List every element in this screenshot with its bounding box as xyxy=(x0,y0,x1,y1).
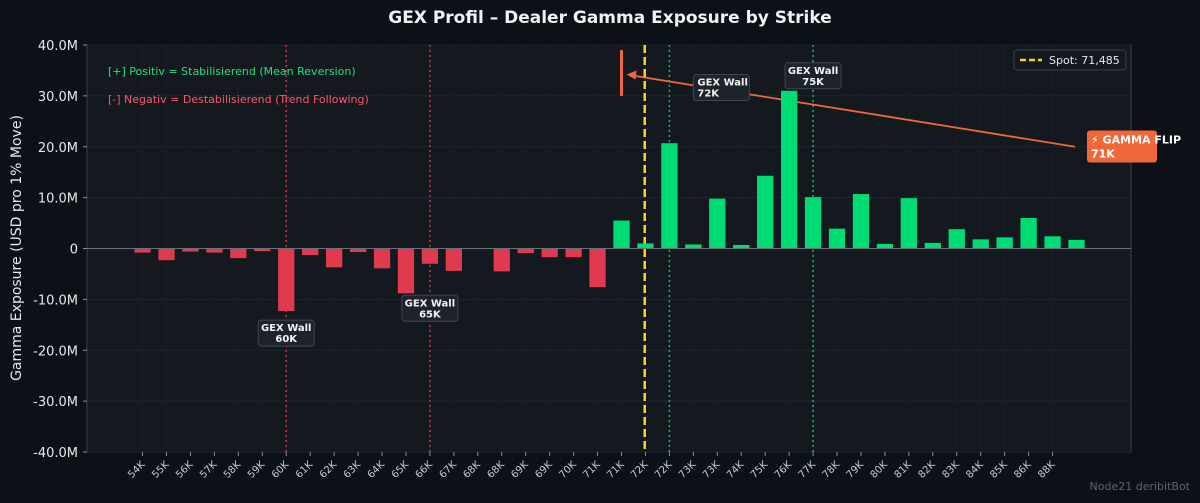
gamma-flip-arrowhead xyxy=(626,70,637,80)
legend: Spot: 71,485 xyxy=(1013,49,1127,71)
gex-wall-strike-0: 60K xyxy=(275,334,298,345)
bar-31 xyxy=(876,243,894,249)
y-tick-label-8: -40.0M xyxy=(33,446,78,461)
bar-2 xyxy=(182,248,199,252)
bar-0 xyxy=(134,248,151,253)
bar-22 xyxy=(661,143,678,249)
bar-10 xyxy=(373,248,391,269)
annotation-negative: [-] Negativ = Destabilisierend (Trend Fo… xyxy=(108,93,369,106)
y-tick-label-4: 0 xyxy=(70,243,78,258)
gamma-flip-box xyxy=(1087,130,1157,163)
bar-27 xyxy=(780,90,798,249)
gex-wall-strike-2: 72K xyxy=(697,89,720,100)
bar-6 xyxy=(278,248,295,312)
bar-25 xyxy=(733,244,750,249)
bar-21 xyxy=(637,243,654,249)
gex-wall-box-0 xyxy=(257,319,315,347)
gex-wall-strike-1: 65K xyxy=(419,309,442,320)
bar-36 xyxy=(996,237,1013,249)
y-tick-label-0: 40.0M xyxy=(38,39,78,54)
bar-9 xyxy=(349,248,367,253)
bar-32 xyxy=(900,198,918,249)
bar-30 xyxy=(852,194,870,249)
gex-wall-title-2: GEX Wall xyxy=(697,78,748,89)
bar-1 xyxy=(158,248,175,261)
bar-29 xyxy=(828,228,846,249)
gamma-flip-strike: 71K xyxy=(1091,147,1115,160)
bar-20 xyxy=(613,220,630,249)
bar-39 xyxy=(1068,239,1085,249)
bar-7 xyxy=(302,248,319,256)
annotation-positive: [+] Positiv = Stabilisierend (Mean Rever… xyxy=(108,65,356,78)
bar-13 xyxy=(445,248,463,271)
y-axis-label: Gamma Exposure (USD pro 1% Move) xyxy=(9,115,25,381)
chart-title: GEX Profil – Dealer Gamma Exposure by St… xyxy=(388,8,832,28)
bar-38 xyxy=(1044,236,1061,249)
legend-spot-label: Spot: 71,485 xyxy=(1049,54,1120,67)
y-tick-label-1: 30.0M xyxy=(38,90,78,105)
bar-16 xyxy=(517,248,534,254)
bar-33 xyxy=(924,242,941,249)
bar-12 xyxy=(421,248,439,264)
gex-wall-title-1: GEX Wall xyxy=(405,298,456,309)
gex-wall-box-1 xyxy=(401,294,459,322)
watermark: Node21 deribitBot xyxy=(1090,480,1191,493)
gex-wall-strike-3: 75K xyxy=(802,77,825,88)
legend-box xyxy=(1013,49,1127,71)
bar-4 xyxy=(230,248,247,259)
bar-37 xyxy=(1020,217,1037,249)
bar-17 xyxy=(541,248,558,258)
gex-wall-title-0: GEX Wall xyxy=(261,323,312,334)
bars xyxy=(134,90,1085,312)
y-tick-label-5: -10.0M xyxy=(33,293,78,308)
y-tick-label-6: -20.0M xyxy=(33,344,78,359)
bar-19 xyxy=(589,248,606,288)
bar-34 xyxy=(948,229,965,249)
bar-23 xyxy=(685,244,702,249)
bar-26 xyxy=(757,175,774,249)
bar-11 xyxy=(397,248,415,294)
bar-18 xyxy=(565,248,582,258)
bar-15 xyxy=(493,248,510,272)
bar-35 xyxy=(972,239,989,249)
gex-wall-box-3 xyxy=(784,62,842,90)
bar-5 xyxy=(254,248,271,252)
y-tick-label-7: -30.0M xyxy=(33,395,78,410)
y-tick-label-2: 20.0M xyxy=(38,141,78,156)
y-tick-label-3: 10.0M xyxy=(38,192,78,207)
gamma-flip-title: ⚡ GAMMA FLIP xyxy=(1091,133,1181,146)
bar-3 xyxy=(206,248,223,253)
gex-wall-box-2 xyxy=(692,74,750,102)
bar-28 xyxy=(804,197,822,249)
bar-24 xyxy=(709,198,726,249)
gex-wall-title-3: GEX Wall xyxy=(788,66,839,77)
bar-8 xyxy=(325,248,343,268)
